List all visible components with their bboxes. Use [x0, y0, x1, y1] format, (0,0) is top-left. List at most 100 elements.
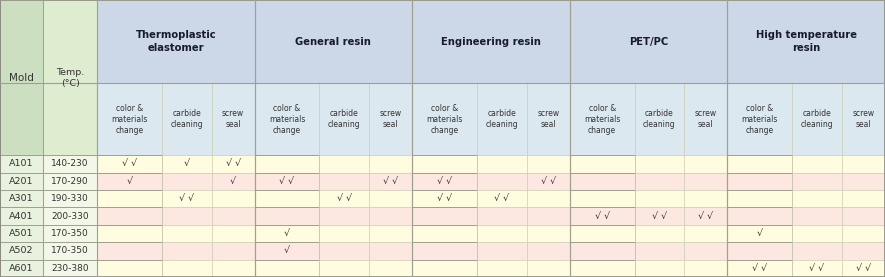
- Text: screw
seal: screw seal: [222, 109, 244, 129]
- Bar: [727, 225, 792, 242]
- Text: √ √: √ √: [336, 194, 351, 203]
- Bar: [527, 260, 570, 277]
- Text: A601: A601: [10, 264, 34, 273]
- Bar: [43, 0, 97, 155]
- Bar: [212, 260, 255, 277]
- Bar: [412, 242, 477, 260]
- Bar: [255, 225, 319, 242]
- Text: √: √: [284, 229, 290, 238]
- Bar: [635, 207, 684, 225]
- Text: Temp.
(°C): Temp. (°C): [56, 68, 84, 88]
- Text: √ √: √ √: [437, 194, 452, 203]
- Text: √ √: √ √: [122, 159, 137, 168]
- Text: PET/PC: PET/PC: [629, 37, 668, 47]
- Bar: [97, 225, 162, 242]
- Bar: [319, 155, 369, 173]
- Bar: [0, 260, 43, 277]
- Bar: [255, 207, 319, 225]
- Bar: [162, 242, 212, 260]
- Bar: [43, 155, 97, 173]
- Text: Thermoplastic
elastomer: Thermoplastic elastomer: [135, 30, 216, 53]
- Bar: [477, 83, 527, 155]
- Text: √ √: √ √: [698, 212, 713, 220]
- Text: color &
materials
change: color & materials change: [269, 104, 305, 135]
- Bar: [477, 242, 527, 260]
- Bar: [319, 260, 369, 277]
- Bar: [43, 207, 97, 225]
- Text: A502: A502: [10, 246, 34, 255]
- Bar: [255, 0, 412, 83]
- Text: √ √: √ √: [652, 212, 667, 220]
- Bar: [412, 260, 477, 277]
- Bar: [792, 173, 842, 190]
- Bar: [570, 155, 635, 173]
- Bar: [0, 242, 43, 260]
- Text: A201: A201: [10, 177, 34, 186]
- Bar: [97, 190, 162, 207]
- Bar: [212, 190, 255, 207]
- Bar: [842, 207, 885, 225]
- Bar: [412, 207, 477, 225]
- Text: √ √: √ √: [437, 177, 452, 186]
- Bar: [255, 83, 319, 155]
- Bar: [842, 242, 885, 260]
- Bar: [792, 83, 842, 155]
- Bar: [0, 155, 43, 173]
- Bar: [412, 190, 477, 207]
- Text: √: √: [183, 159, 189, 168]
- Bar: [369, 83, 412, 155]
- Bar: [255, 260, 319, 277]
- Text: color &
materials
change: color & materials change: [112, 104, 148, 135]
- Bar: [570, 83, 635, 155]
- Text: A101: A101: [10, 159, 34, 168]
- Bar: [684, 190, 727, 207]
- Bar: [477, 207, 527, 225]
- Bar: [162, 83, 212, 155]
- Bar: [97, 83, 162, 155]
- Bar: [97, 0, 255, 83]
- Text: √ √: √ √: [226, 159, 241, 168]
- Bar: [162, 260, 212, 277]
- Bar: [369, 260, 412, 277]
- Bar: [477, 225, 527, 242]
- Bar: [527, 190, 570, 207]
- Text: color &
materials
change: color & materials change: [742, 104, 778, 135]
- Bar: [412, 0, 570, 83]
- Bar: [369, 190, 412, 207]
- Text: √: √: [757, 229, 763, 238]
- Bar: [162, 190, 212, 207]
- Bar: [0, 190, 43, 207]
- Bar: [0, 225, 43, 242]
- Bar: [0, 0, 43, 155]
- Text: 170-350: 170-350: [51, 246, 89, 255]
- Bar: [412, 155, 477, 173]
- Bar: [477, 155, 527, 173]
- Bar: [684, 155, 727, 173]
- Text: screw
seal: screw seal: [695, 109, 717, 129]
- Bar: [319, 173, 369, 190]
- Text: A501: A501: [10, 229, 34, 238]
- Bar: [212, 242, 255, 260]
- Bar: [635, 260, 684, 277]
- Text: carbide
cleaning: carbide cleaning: [643, 109, 676, 129]
- Bar: [162, 225, 212, 242]
- Bar: [635, 225, 684, 242]
- Bar: [635, 155, 684, 173]
- Bar: [97, 242, 162, 260]
- Bar: [212, 155, 255, 173]
- Bar: [570, 0, 727, 83]
- Text: √ √: √ √: [179, 194, 194, 203]
- Text: √ √: √ √: [856, 264, 871, 273]
- Text: Mold: Mold: [9, 73, 34, 83]
- Bar: [842, 190, 885, 207]
- Text: 170-290: 170-290: [51, 177, 88, 186]
- Bar: [570, 260, 635, 277]
- Text: √ √: √ √: [280, 177, 295, 186]
- Text: √ √: √ √: [595, 212, 610, 220]
- Bar: [43, 242, 97, 260]
- Bar: [369, 225, 412, 242]
- Bar: [477, 260, 527, 277]
- Bar: [0, 173, 43, 190]
- Bar: [319, 207, 369, 225]
- Bar: [97, 155, 162, 173]
